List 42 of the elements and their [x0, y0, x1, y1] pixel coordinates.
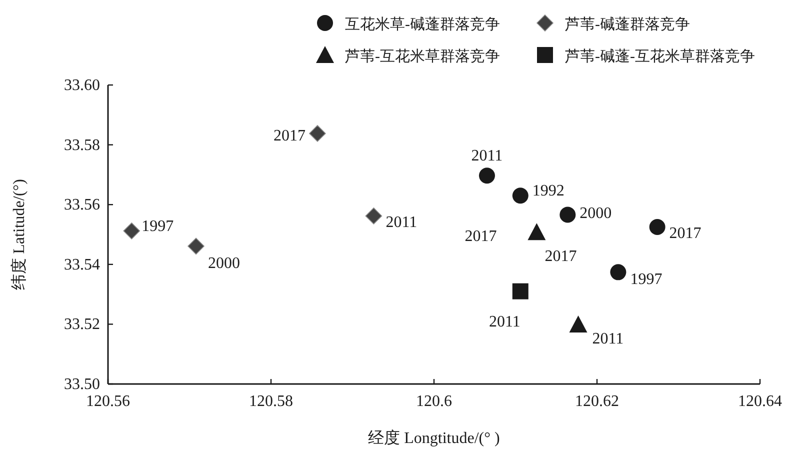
legend-label: 芦苇-互花米草群落竞争	[345, 48, 500, 65]
point	[610, 264, 626, 280]
annotation: 1992	[532, 182, 564, 200]
y-axis-title: 纬度 Latitude/(°)	[10, 179, 28, 290]
annotation: 2000	[580, 204, 612, 222]
annotation: 2017	[464, 228, 497, 246]
point	[309, 125, 326, 142]
legend-label: 芦苇-碱蓬-互花米草群落竞争	[565, 48, 755, 65]
y-tick-label: 33.50	[64, 376, 100, 393]
point	[560, 206, 576, 223]
annotation: 2011	[386, 214, 418, 231]
point	[123, 222, 140, 240]
x-tick-label: 120.6	[416, 393, 452, 410]
point	[569, 316, 588, 332]
annotation: 2000	[208, 255, 240, 272]
x-tick-label: 120.64	[738, 393, 782, 410]
y-tick-label: 33.58	[64, 136, 100, 154]
x-tick-label: 120.56	[86, 393, 130, 410]
point	[512, 283, 528, 300]
annotation: 2011	[471, 148, 503, 165]
point	[188, 238, 204, 255]
x-tick-label: 120.58	[249, 393, 293, 410]
point	[512, 188, 528, 204]
annotation: 1997	[630, 271, 662, 288]
point	[528, 223, 546, 240]
legend-label: 芦苇-碱蓬群落竞争	[565, 16, 690, 33]
x-tick-label: 120.62	[575, 393, 619, 410]
annotation: 2011	[592, 330, 624, 348]
point	[649, 219, 666, 236]
annotation: 1997	[142, 218, 174, 235]
point	[365, 208, 382, 224]
legend-label: 互花米草-碱蓬群落竞争	[345, 16, 500, 33]
x-axis-title: 经度 Longtitude/(° )	[368, 429, 500, 447]
y-tick-label: 33.52	[64, 316, 100, 334]
y-tick-label: 33.56	[64, 196, 100, 214]
y-tick-label: 33.60	[64, 77, 100, 94]
y-tick-label: 33.54	[64, 256, 100, 274]
annotation: 2017	[669, 225, 702, 242]
annotation: 2017	[544, 248, 577, 266]
annotation: 2017	[273, 127, 306, 144]
point	[478, 168, 495, 184]
annotation: 2011	[488, 313, 520, 330]
